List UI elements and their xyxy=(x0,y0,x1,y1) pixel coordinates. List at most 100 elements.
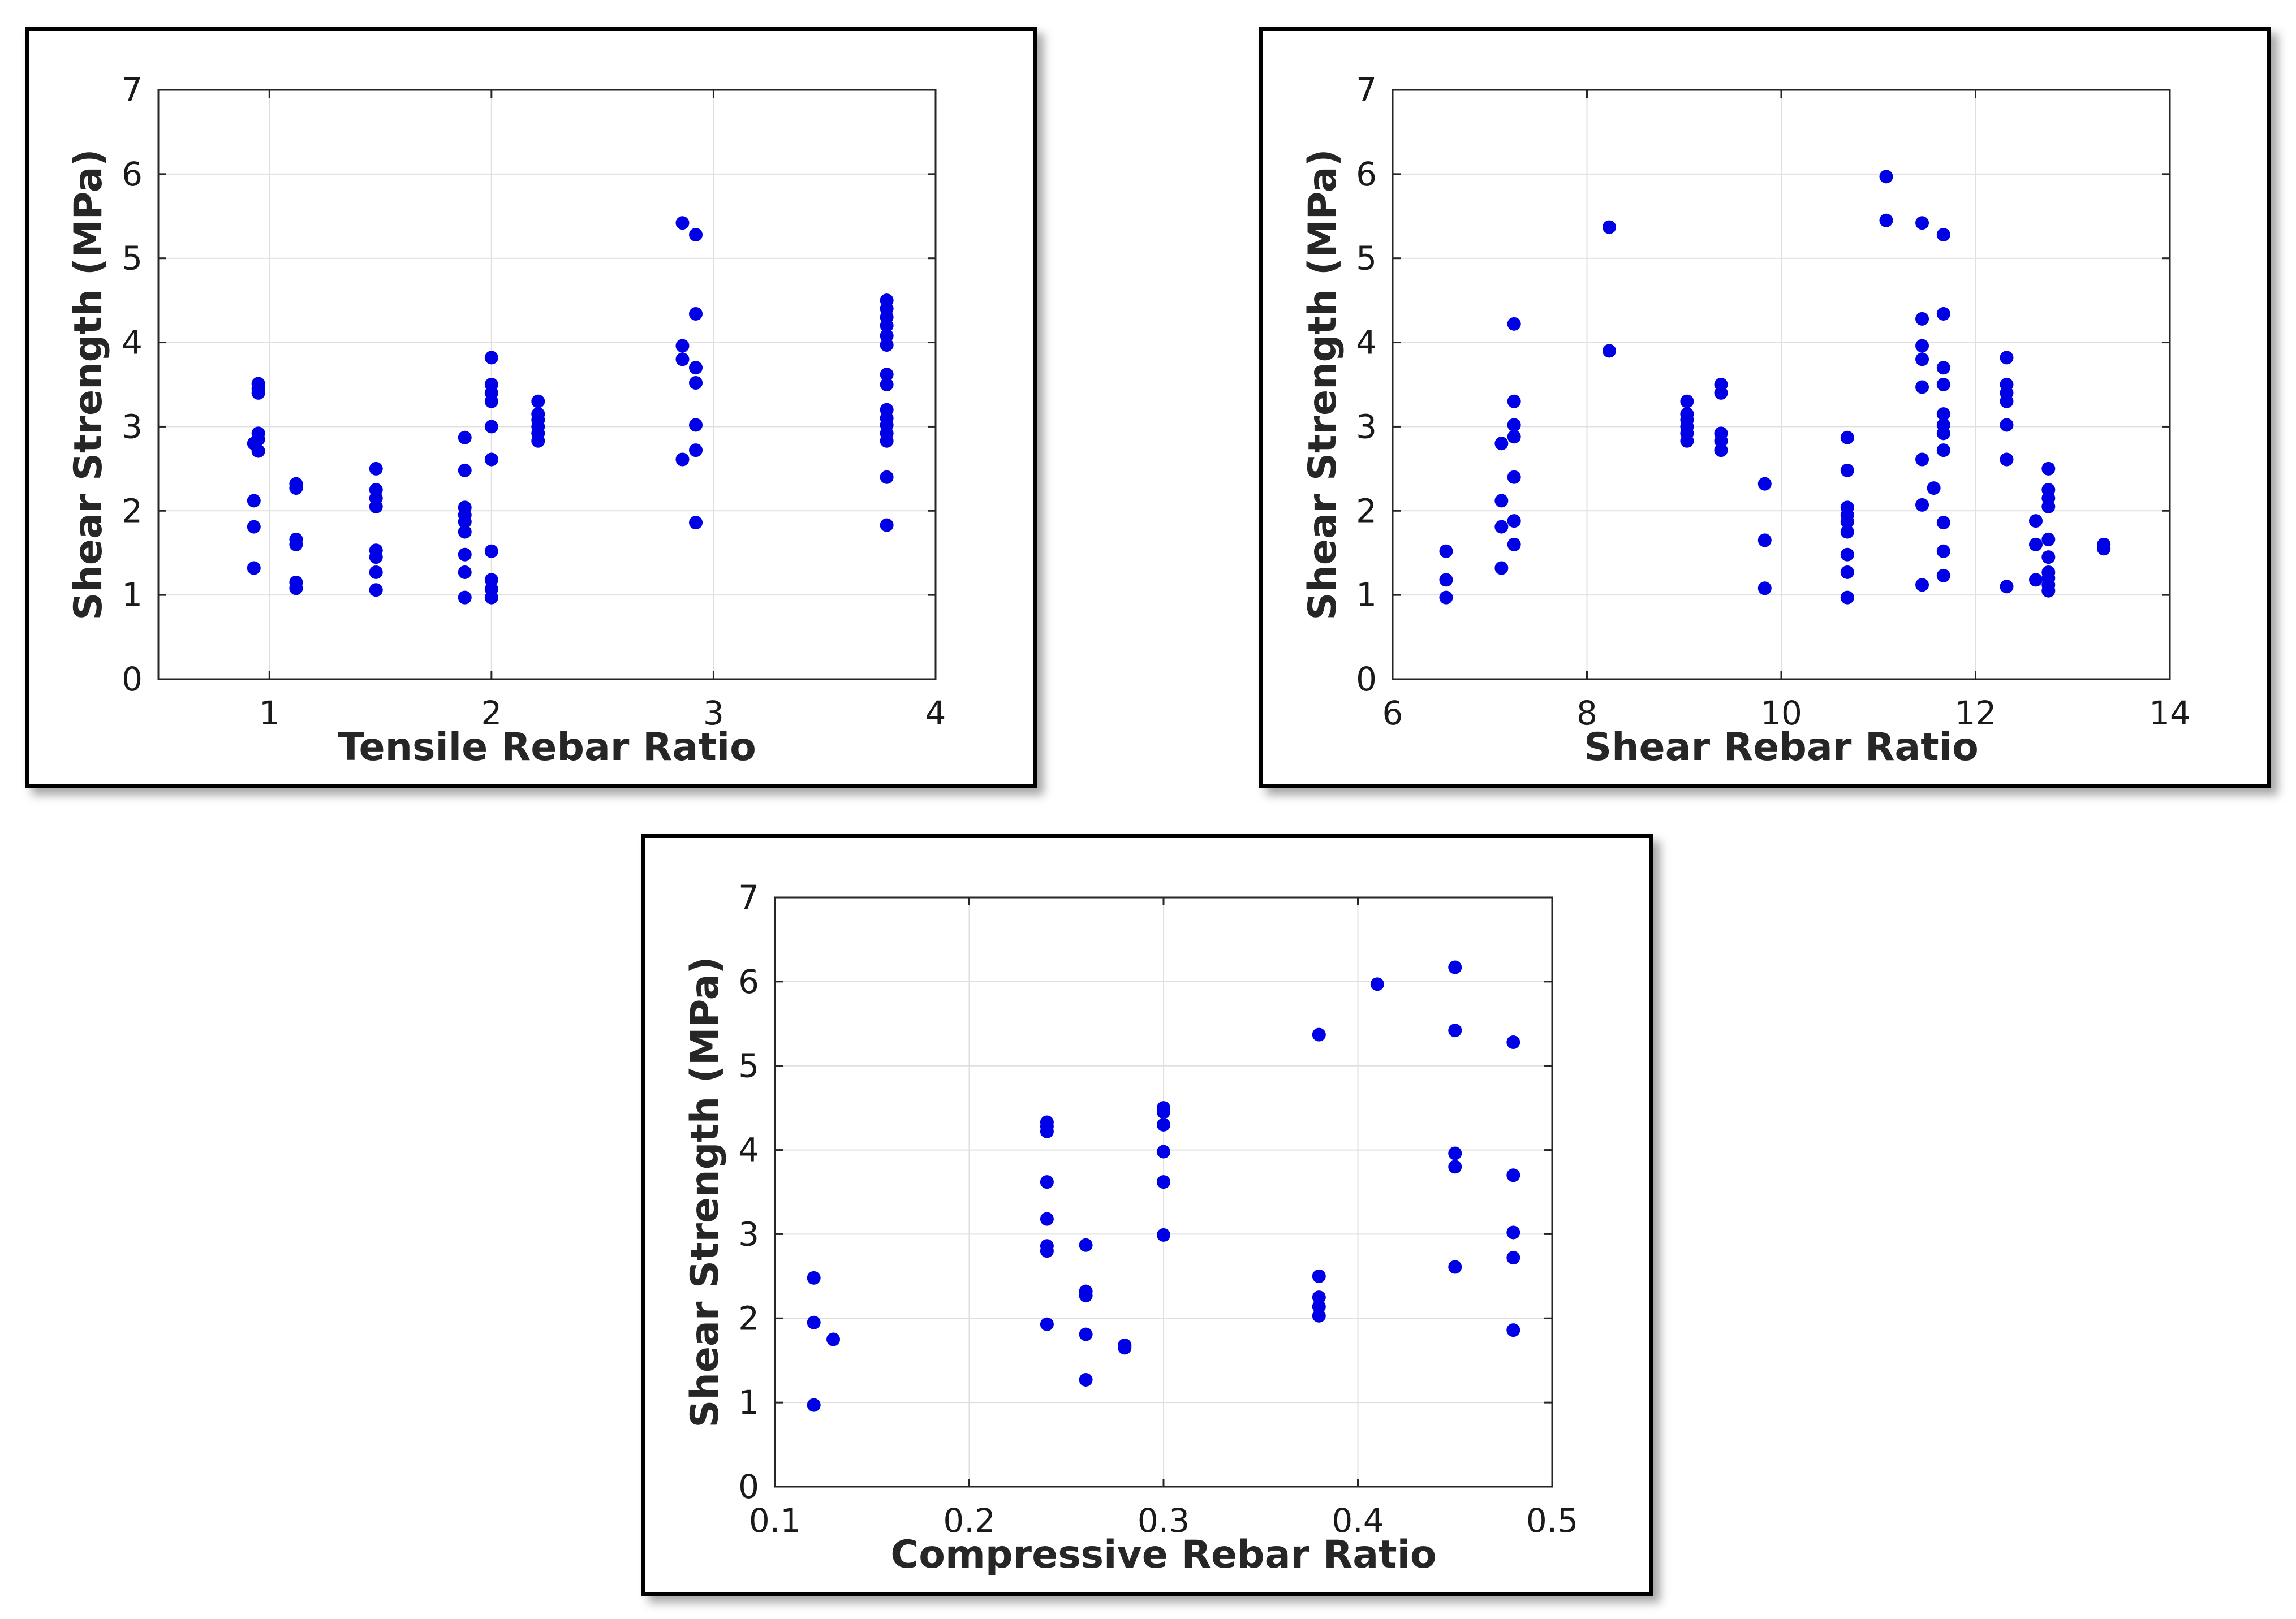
data-point xyxy=(675,452,690,467)
data-point xyxy=(1507,537,1521,551)
data-point xyxy=(1936,516,1950,530)
data-point xyxy=(2041,461,2056,476)
x-tick-label: 12 xyxy=(1955,694,1997,732)
data-point xyxy=(289,477,303,491)
y-tick-label: 5 xyxy=(122,239,143,278)
data-point xyxy=(458,430,472,444)
data-point xyxy=(826,1332,841,1346)
data-point xyxy=(1040,1212,1054,1226)
data-point xyxy=(369,583,383,597)
chart-compressive-rebar-ratio: 0.1 0.2 0.3 0.4 0.5 0 1 2 3 4 5 6 7 Compressive Rebar… xyxy=(683,878,1578,1577)
data-point xyxy=(880,329,894,343)
data-point xyxy=(1840,430,1854,444)
data-point xyxy=(1157,1145,1170,1159)
data-point xyxy=(1079,1284,1093,1298)
data-point xyxy=(1936,228,1950,242)
x-tick-label: 0.3 xyxy=(1138,1501,1190,1540)
data-point xyxy=(1118,1338,1132,1352)
data-point xyxy=(458,525,472,539)
data-point xyxy=(880,403,894,417)
x-tick-label: 0.5 xyxy=(1526,1501,1578,1540)
data-point xyxy=(2028,573,2043,587)
x-tick-label: 0.4 xyxy=(1332,1501,1384,1540)
data-point xyxy=(2041,550,2056,564)
data-point xyxy=(484,573,498,587)
data-point xyxy=(1494,561,1509,575)
data-point xyxy=(1494,437,1509,451)
data-point xyxy=(458,565,472,579)
data-point xyxy=(1448,1160,1462,1174)
data-point xyxy=(675,352,690,366)
data-point xyxy=(1915,352,1929,366)
data-point xyxy=(1439,544,1453,558)
data-point xyxy=(1312,1027,1326,1042)
y-tick-label: 0 xyxy=(122,660,143,698)
data-point xyxy=(1840,547,1854,562)
data-point xyxy=(1936,544,1950,558)
data-point xyxy=(1915,339,1929,353)
data-point xyxy=(880,293,894,308)
data-point xyxy=(1312,1290,1326,1305)
data-point xyxy=(1494,520,1509,534)
x-tick-label: 4 xyxy=(925,694,946,732)
data-point xyxy=(1079,1327,1093,1341)
x-tick-label: 6 xyxy=(1382,694,1403,732)
data-point xyxy=(251,377,265,391)
data-point xyxy=(1879,213,1893,227)
y-tick-label: 0 xyxy=(738,1467,759,1506)
data-point xyxy=(1936,568,1950,582)
data-point xyxy=(1680,394,1694,408)
y-tick-label: 5 xyxy=(738,1047,759,1085)
data-point xyxy=(1506,1323,1520,1337)
y-tick-label: 4 xyxy=(1356,323,1377,362)
data-point xyxy=(880,368,894,382)
data-point xyxy=(1157,1101,1170,1115)
data-point xyxy=(1915,216,1929,230)
data-point xyxy=(2000,351,2014,365)
y-tick-label: 6 xyxy=(738,962,759,1001)
data-point xyxy=(1915,578,1929,592)
x-tick-label: 0.1 xyxy=(749,1501,801,1540)
data-point xyxy=(1936,443,1950,457)
data-point xyxy=(2000,418,2014,432)
data-point xyxy=(689,376,703,390)
data-point xyxy=(807,1398,821,1412)
chart-panel-shear: 6 8 10 12 14 0 1 2 3 4 5 6 7 Shear Rebar Ratio Shear S… xyxy=(1259,27,2271,788)
data-point xyxy=(1936,418,1950,432)
data-point xyxy=(1439,573,1453,587)
y-tick-label: 0 xyxy=(1356,660,1377,698)
data-point xyxy=(1840,590,1854,605)
data-point xyxy=(247,520,261,534)
data-point xyxy=(880,470,894,484)
x-tick-label: 2 xyxy=(481,694,502,732)
y-tick-label: 2 xyxy=(1356,491,1377,530)
data-point xyxy=(1507,418,1521,432)
data-point xyxy=(1448,1260,1462,1274)
data-point xyxy=(1157,1117,1170,1132)
data-point xyxy=(1840,565,1854,579)
data-point xyxy=(458,547,472,562)
x-tick-label: 0.2 xyxy=(943,1501,995,1540)
data-point xyxy=(880,518,894,532)
y-axis-title: Shear Strength (MPa) xyxy=(683,956,727,1427)
y-tick-label: 3 xyxy=(738,1215,759,1253)
chart-tensile-rebar-ratio: 1 2 3 4 0 1 2 3 4 5 6 7 Tensile Rebar Ratio Shear Str… xyxy=(66,71,946,770)
data-point xyxy=(1680,407,1694,421)
y-tick-label: 4 xyxy=(122,323,143,362)
data-point xyxy=(2000,580,2014,594)
data-point xyxy=(2041,565,2056,579)
data-point xyxy=(1040,1115,1054,1129)
data-point xyxy=(1370,977,1384,991)
data-point xyxy=(531,394,545,408)
data-point xyxy=(689,443,703,457)
data-point xyxy=(1840,463,1854,477)
data-point xyxy=(251,426,265,441)
data-point xyxy=(807,1315,821,1329)
data-point xyxy=(247,561,261,575)
data-point xyxy=(484,351,498,365)
data-point xyxy=(1936,361,1950,375)
data-point xyxy=(458,463,472,477)
data-point xyxy=(689,418,703,432)
y-tick-label: 1 xyxy=(738,1383,759,1422)
